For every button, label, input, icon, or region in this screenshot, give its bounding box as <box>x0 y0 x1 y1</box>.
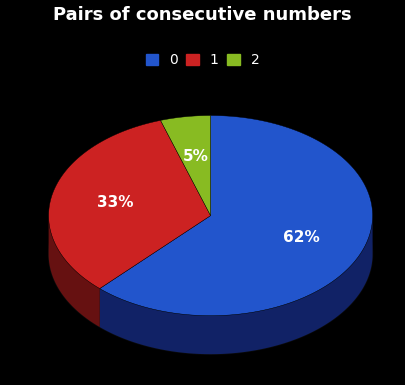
Polygon shape <box>49 216 100 327</box>
Polygon shape <box>100 116 373 316</box>
Polygon shape <box>100 217 373 354</box>
Text: Pairs of consecutive numbers: Pairs of consecutive numbers <box>53 6 352 24</box>
Polygon shape <box>49 121 211 289</box>
Polygon shape <box>49 154 373 354</box>
Legend: 0, 1, 2: 0, 1, 2 <box>140 47 265 72</box>
Polygon shape <box>160 116 211 216</box>
Text: 5%: 5% <box>183 149 208 164</box>
Text: 62%: 62% <box>283 230 320 245</box>
Text: 33%: 33% <box>98 195 134 210</box>
